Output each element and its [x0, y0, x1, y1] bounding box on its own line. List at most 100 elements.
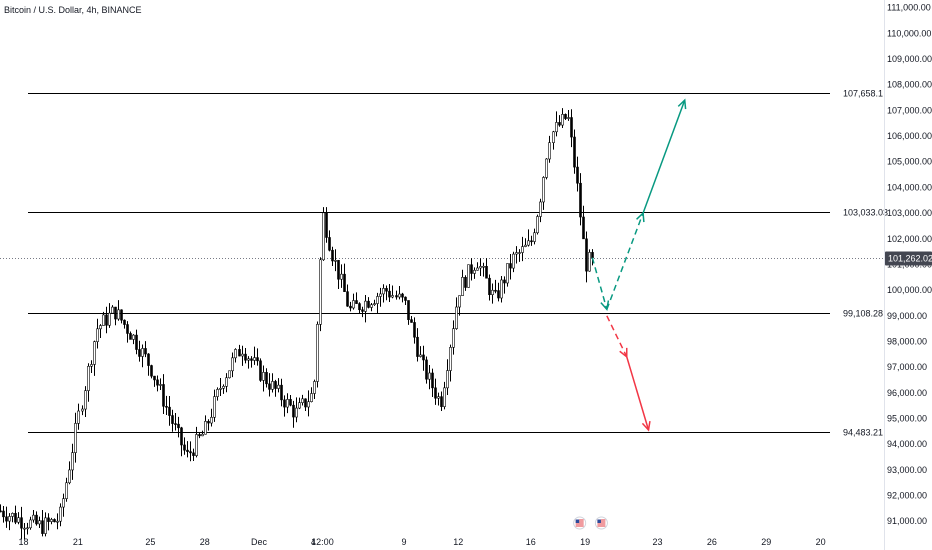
time-tick-label: 20 [816, 537, 826, 547]
candle-body [183, 444, 186, 451]
price-tick-label: 97,000.00 [887, 362, 927, 372]
price-tick-label: 111,000.00 [887, 3, 931, 13]
candle-body [310, 393, 313, 403]
candle-body [319, 259, 322, 325]
candle-body [464, 277, 467, 288]
candle-body [364, 300, 367, 312]
candle-body [238, 349, 241, 357]
candle-body [114, 306, 117, 320]
candle-body [358, 303, 361, 311]
candle-body [349, 305, 352, 309]
candle-body [470, 264, 473, 274]
candle-body [398, 293, 401, 298]
candle-body [186, 449, 189, 452]
candle-body [506, 263, 509, 284]
candle-body [153, 375, 156, 381]
candle-body [120, 309, 123, 321]
candle-body [250, 358, 253, 361]
time-tick-label: 12 [453, 537, 463, 547]
candle-body [126, 324, 129, 334]
us-flag-event-icon[interactable] [594, 516, 608, 530]
candle-body [376, 296, 379, 304]
candle-body [198, 434, 201, 437]
candle-body [268, 383, 271, 390]
candle-body [407, 300, 410, 320]
candle-body [62, 498, 65, 508]
candle-body [0, 510, 2, 513]
candle-body [298, 402, 301, 409]
candle-body [379, 293, 382, 297]
level-label: 107,658.1 [843, 89, 883, 99]
candle-body [38, 520, 41, 525]
projection-dip[interactable] [591, 257, 608, 310]
candle-body [497, 290, 500, 299]
candle-body [271, 381, 274, 390]
candle-body [14, 513, 17, 523]
price-tick-label: 93,000.00 [887, 465, 927, 475]
candle-body [479, 266, 482, 269]
candle-body [71, 452, 74, 471]
candle-body [180, 427, 183, 446]
candle-body [416, 336, 419, 357]
candle-body [105, 314, 108, 326]
projection-breakdown-dashed[interactable] [606, 315, 628, 358]
candle-body [165, 405, 168, 408]
candle-body [138, 349, 141, 357]
candle-body [458, 295, 461, 308]
price-tick-label: 110,000.00 [887, 28, 931, 38]
candle-body [41, 520, 44, 534]
price-tick-label: 103,000.00 [887, 208, 932, 218]
candle-body [35, 514, 38, 525]
level-label: 103,033.03 [843, 208, 888, 218]
price-tick-label: 105,000.00 [887, 157, 932, 167]
projection-breakdown[interactable] [626, 356, 650, 431]
time-axis: 18 21 25 28 Dec 412:00 9 12 16 19 23 26 29 20 [19, 537, 826, 547]
time-tick-label: 25 [145, 537, 155, 547]
candle-body [280, 384, 283, 401]
candle-body [395, 295, 398, 298]
candle-body [512, 253, 515, 269]
candle-body [159, 384, 162, 386]
candle-body [434, 387, 437, 399]
candle-body [567, 117, 570, 119]
candle-body [322, 212, 325, 261]
candle-body [388, 290, 391, 298]
candle-body [585, 238, 588, 272]
candle-body [494, 289, 497, 292]
candle-body [283, 399, 286, 408]
candle-body [576, 166, 579, 184]
candle-body [307, 401, 310, 408]
candle-body [476, 267, 479, 271]
candle-body [428, 372, 431, 380]
candle-body [533, 232, 536, 242]
projection-rally[interactable] [642, 99, 686, 214]
candle-body [446, 370, 449, 389]
candle-body [150, 365, 153, 377]
candle-body [413, 322, 416, 338]
us-flag-event-icon[interactable] [573, 516, 587, 530]
price-tick-label: 91,000.00 [887, 516, 927, 526]
candle-body [536, 216, 539, 234]
candle-body [558, 122, 561, 126]
price-tick-label: 98,000.00 [887, 336, 927, 346]
price-tick-label: 95,000.00 [887, 413, 927, 423]
price-tick-label: 106,000.00 [887, 131, 932, 141]
candle-body [346, 291, 349, 307]
event-markers [573, 516, 608, 530]
projection-rebound[interactable] [606, 212, 644, 310]
candle-body [204, 421, 207, 435]
candle-body [56, 520, 59, 523]
candle-body [509, 263, 512, 269]
candle-body [500, 279, 503, 299]
candle-body [431, 372, 434, 389]
candle-body [440, 396, 443, 407]
time-tick-label: 4 [311, 537, 316, 547]
candle-body [177, 423, 180, 429]
arrowhead [641, 421, 651, 432]
candle-body [20, 517, 23, 529]
price-tick-label: 96,000.00 [887, 388, 927, 398]
time-tick-label: 21 [73, 537, 83, 547]
candle-body [542, 177, 545, 203]
candle-body [467, 264, 470, 288]
